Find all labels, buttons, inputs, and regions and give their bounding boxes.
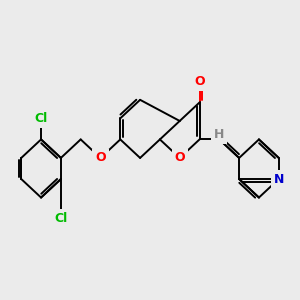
Text: N: N [274, 172, 284, 185]
Text: H: H [214, 128, 224, 141]
Text: Cl: Cl [34, 112, 48, 125]
Text: O: O [174, 152, 185, 164]
Text: O: O [95, 152, 106, 164]
Text: Cl: Cl [54, 212, 68, 225]
Text: O: O [194, 75, 205, 88]
